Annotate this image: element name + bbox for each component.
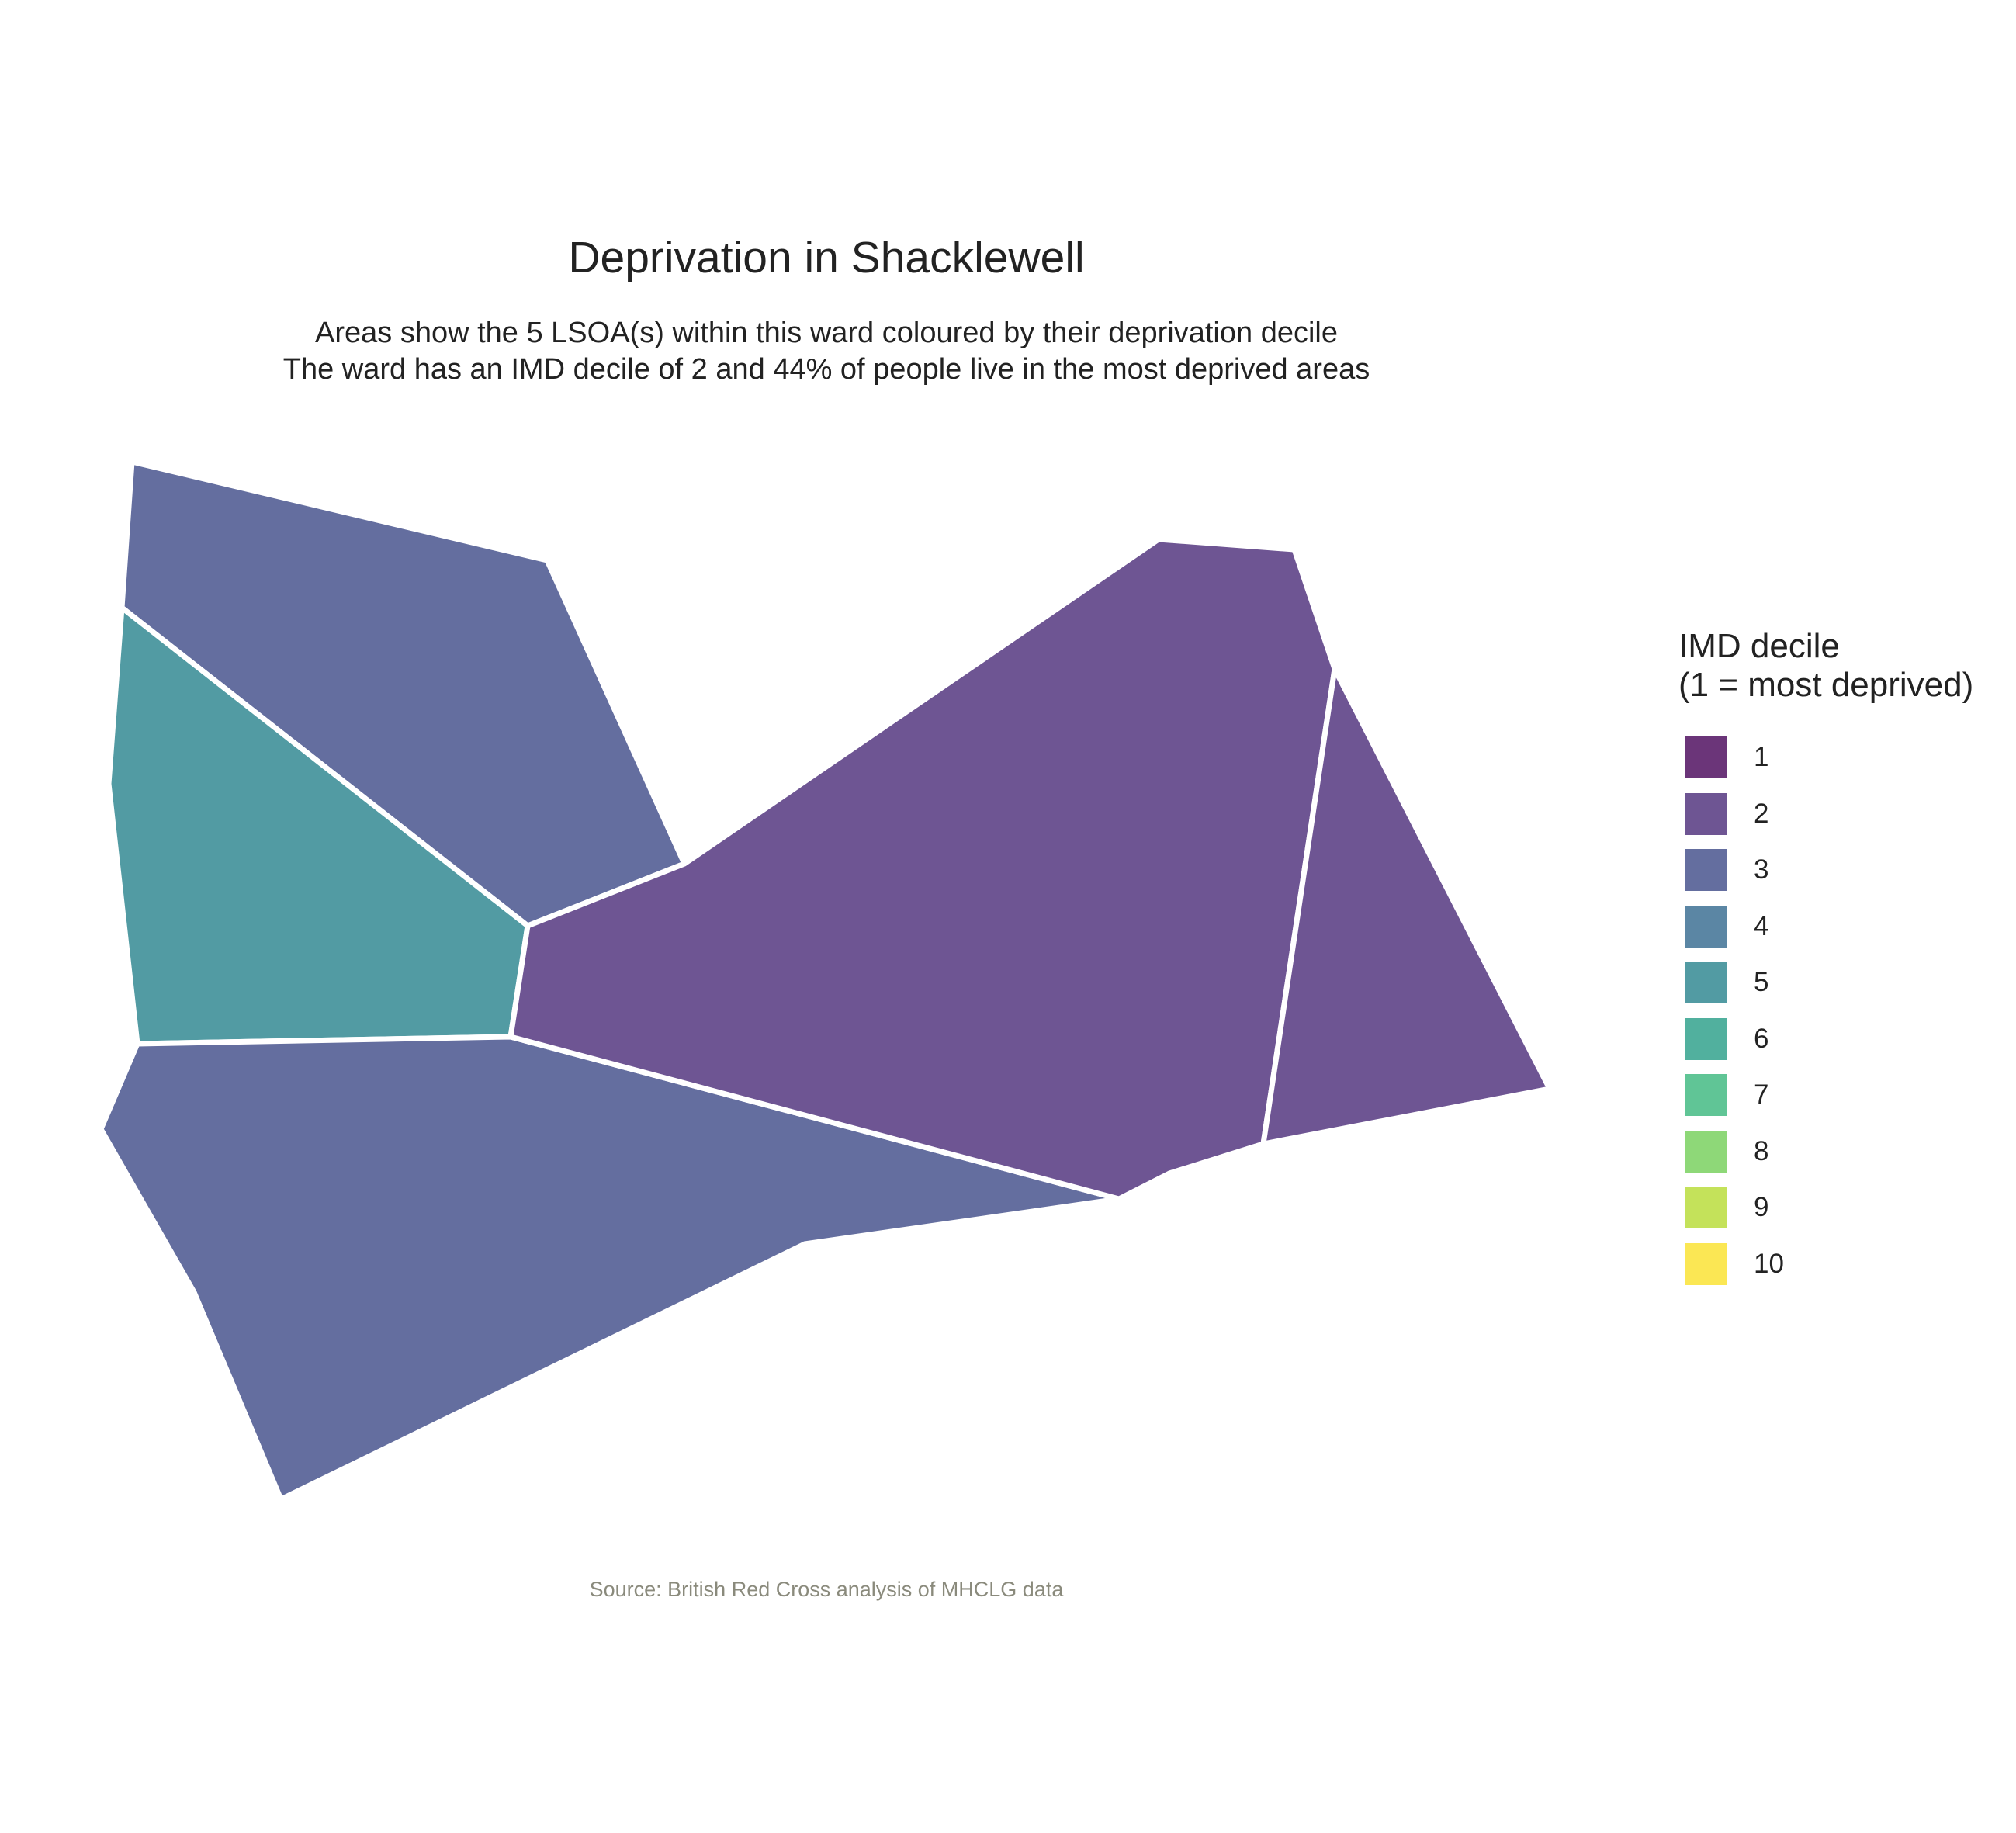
legend-swatch: [1685, 792, 1727, 835]
legend-item-2: 2: [1678, 786, 2004, 843]
legend-item-8: 8: [1678, 1124, 2004, 1180]
legend-swatch: [1685, 1074, 1727, 1117]
legend-title-line-2: (1 = most deprived): [1678, 666, 1974, 704]
legend-label: 8: [1754, 1135, 1769, 1166]
legend-swatch: [1685, 849, 1727, 892]
legend-item-4: 4: [1678, 899, 2004, 955]
legend-label: 3: [1754, 854, 1769, 885]
legend-label: 2: [1754, 798, 1769, 829]
legend-label: 6: [1754, 1023, 1769, 1054]
legend-label: 1: [1754, 742, 1769, 773]
legend-title-line-1: IMD decile: [1678, 627, 1840, 665]
chart-title: Deprivation in Shacklewell: [568, 233, 1085, 282]
legend-item-3: 3: [1678, 842, 2004, 899]
legend-label: 9: [1754, 1192, 1769, 1223]
legend-item-5: 5: [1678, 955, 2004, 1011]
legend-swatch: [1685, 1130, 1727, 1173]
chart-subtitle-line-1: Areas show the 5 LSOA(s) within this war…: [315, 317, 1338, 349]
legend-item-7: 7: [1678, 1067, 2004, 1124]
legend-item-9: 9: [1678, 1180, 2004, 1236]
legend-label: 7: [1754, 1079, 1769, 1111]
legend-items: 1 2 3 4 5 6 7 8: [1678, 729, 2004, 1292]
legend-item-6: 6: [1678, 1011, 2004, 1068]
lsoa-area-east: [1260, 666, 1553, 1147]
chart-subtitle-line-2: The ward has an IMD decile of 2 and 44% …: [282, 353, 1370, 386]
legend-label: 10: [1754, 1248, 1784, 1279]
legend-swatch: [1685, 1187, 1727, 1229]
legend-label: 5: [1754, 967, 1769, 998]
legend-swatch: [1685, 1017, 1727, 1060]
source-caption: Source: British Red Cross analysis of MH…: [589, 1578, 1064, 1601]
legend-swatch: [1685, 962, 1727, 1004]
legend-label: 4: [1754, 910, 1769, 941]
legend-item-10: 10: [1678, 1236, 2004, 1293]
legend-swatch: [1685, 736, 1727, 779]
legend-swatch: [1685, 905, 1727, 948]
legend: IMD decile (1 = most deprived) 1 2 3 4 5…: [1678, 627, 2004, 1292]
legend-item-1: 1: [1678, 729, 2004, 786]
legend-swatch: [1685, 1242, 1727, 1285]
